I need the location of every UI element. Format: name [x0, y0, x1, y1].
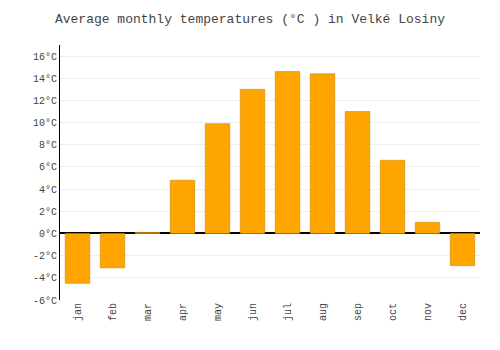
svg-text:aug: aug — [318, 303, 329, 321]
svg-text:-6°C: -6°C — [33, 296, 57, 307]
svg-text:sep: sep — [353, 303, 364, 321]
svg-text:may: may — [213, 303, 224, 321]
svg-text:0°C: 0°C — [39, 229, 57, 240]
svg-text:mar: mar — [143, 303, 154, 321]
svg-text:14°C: 14°C — [33, 74, 57, 85]
svg-text:16°C: 16°C — [33, 52, 57, 63]
svg-text:6°C: 6°C — [39, 162, 57, 173]
svg-text:4°C: 4°C — [39, 185, 57, 196]
svg-text:jul: jul — [283, 303, 294, 321]
svg-text:jun: jun — [248, 303, 259, 321]
svg-text:8°C: 8°C — [39, 140, 57, 151]
svg-text:10°C: 10°C — [33, 118, 57, 129]
svg-text:2°C: 2°C — [39, 207, 57, 218]
svg-text:dec: dec — [458, 303, 469, 321]
svg-text:-4°C: -4°C — [33, 273, 57, 284]
svg-text:oct: oct — [388, 303, 399, 321]
svg-text:nov: nov — [423, 303, 434, 321]
svg-text:apr: apr — [178, 303, 189, 321]
svg-text:-2°C: -2°C — [33, 251, 57, 262]
svg-text:jan: jan — [73, 303, 84, 321]
svg-text:12°C: 12°C — [33, 96, 57, 107]
svg-text:Average monthly temperatures (: Average monthly temperatures (°C ) in Ve… — [55, 12, 445, 27]
svg-text:feb: feb — [108, 303, 119, 321]
